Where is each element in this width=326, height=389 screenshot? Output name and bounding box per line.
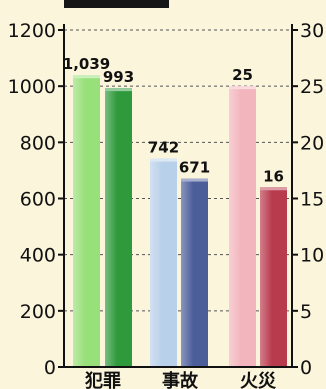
left-tick-label: 800 bbox=[20, 132, 56, 154]
left-tick-label: 400 bbox=[20, 245, 56, 267]
right-tick-label: 25 bbox=[300, 76, 324, 98]
bar-value-label: 993 bbox=[103, 68, 134, 86]
left-tick-label: 1200 bbox=[8, 20, 56, 42]
tick-layer: 0 200 400 600 800 1000 1200 0 5 10 15 20 25 30 bbox=[8, 20, 325, 379]
bar-6 bbox=[260, 187, 287, 367]
bar-layer bbox=[73, 75, 287, 368]
bar-3 bbox=[150, 158, 177, 367]
right-tick-label: 30 bbox=[300, 20, 324, 42]
right-tick-label: 20 bbox=[300, 132, 324, 154]
right-tick-label: 5 bbox=[300, 301, 312, 323]
bar-value-label: 742 bbox=[148, 139, 179, 157]
title-banner bbox=[64, 0, 169, 8]
bar-top-highlight bbox=[181, 178, 208, 182]
bar-1 bbox=[73, 75, 100, 367]
bar-top-highlight bbox=[260, 187, 287, 191]
bar-top-highlight bbox=[150, 158, 177, 162]
left-tick-label: 600 bbox=[20, 189, 56, 211]
bar-value-label: 25 bbox=[232, 66, 253, 84]
category-label: 犯罪 bbox=[84, 370, 121, 389]
bar-value-label: 16 bbox=[263, 167, 284, 185]
bar-top-highlight bbox=[73, 75, 100, 79]
right-tick-label: 10 bbox=[300, 245, 324, 267]
bar-top-highlight bbox=[105, 88, 132, 92]
grid-layer bbox=[64, 29, 292, 312]
left-tick-label: 200 bbox=[20, 301, 56, 323]
bar-top-highlight bbox=[229, 86, 256, 90]
category-label: 事故 bbox=[162, 370, 199, 389]
right-tick-label: 15 bbox=[300, 189, 324, 211]
bar-5 bbox=[229, 86, 256, 368]
category-label: 火災 bbox=[240, 371, 277, 389]
left-tick-label: 0 bbox=[44, 357, 56, 379]
bar-2 bbox=[105, 88, 132, 367]
bar-4 bbox=[181, 178, 208, 367]
bar-value-label: 1,039 bbox=[63, 55, 110, 73]
left-tick-label: 1000 bbox=[8, 76, 56, 98]
bar-value-label: 671 bbox=[179, 159, 210, 177]
right-tick-label: 0 bbox=[300, 357, 312, 379]
